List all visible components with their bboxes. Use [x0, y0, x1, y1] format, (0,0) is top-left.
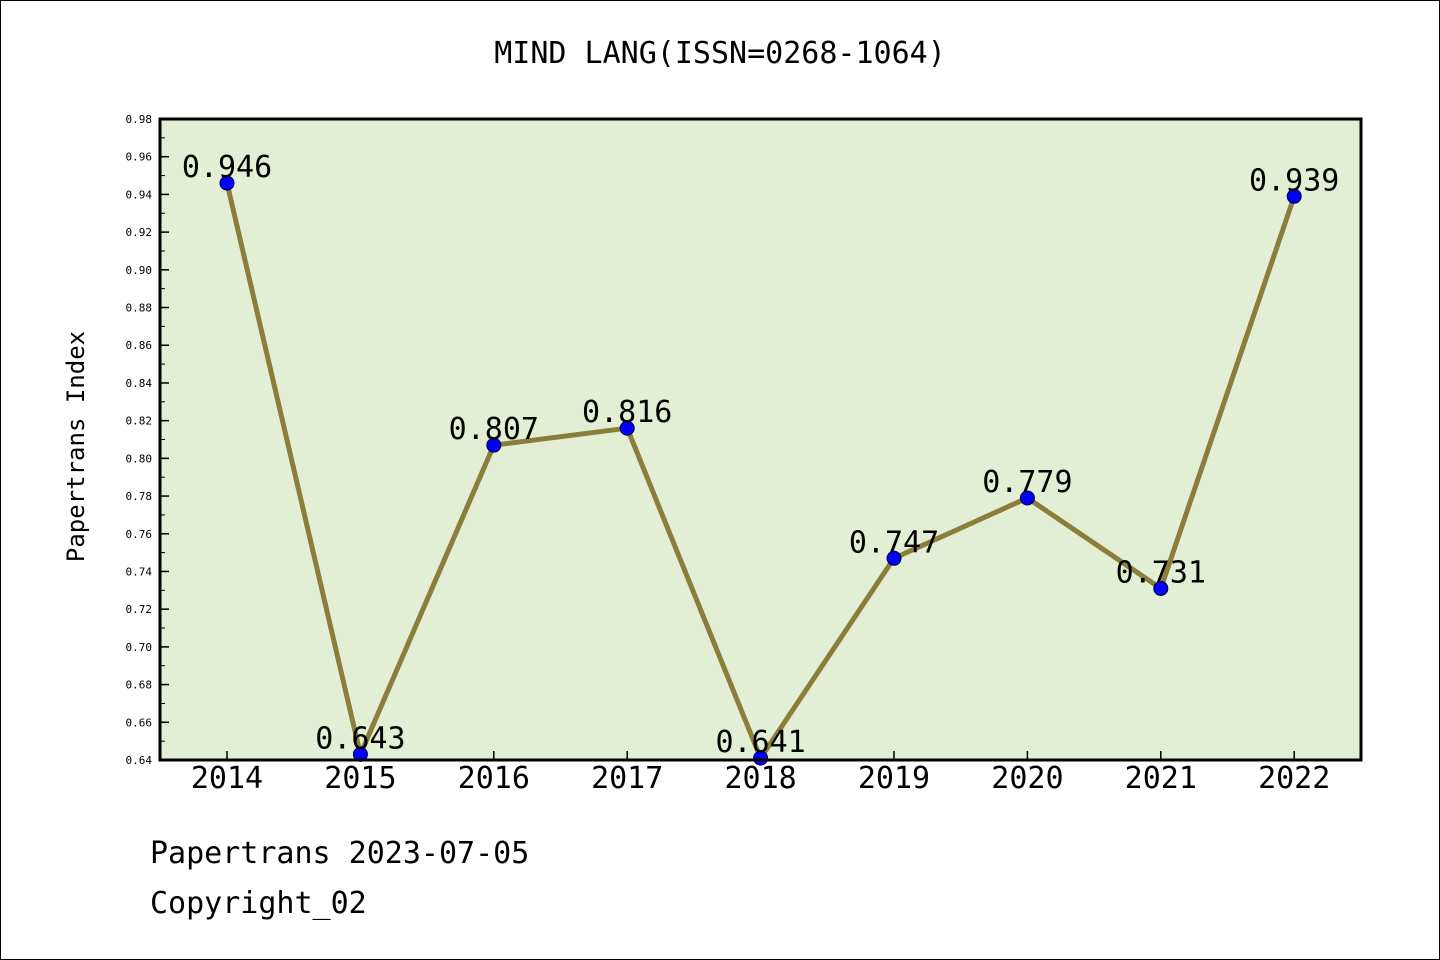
series-line-segment	[491, 425, 630, 448]
y-tick-label: 0.94	[126, 188, 153, 201]
data-label: 0.939	[1249, 163, 1339, 198]
series-line-segment	[758, 555, 897, 761]
y-tick-label: 0.80	[126, 452, 153, 465]
data-label: 0.641	[715, 725, 805, 760]
footer-date: Papertrans 2023-07-05	[150, 836, 530, 871]
data-label: 0.643	[315, 721, 405, 756]
y-tick-label: 0.82	[126, 415, 153, 428]
data-point	[1019, 490, 1035, 506]
y-tick-label: 0.68	[126, 679, 153, 692]
x-tick-label: 2021	[1125, 761, 1197, 796]
x-tick-label: 2022	[1258, 761, 1330, 796]
y-tick-label: 0.72	[126, 603, 153, 616]
y-tick-label: 0.84	[126, 377, 153, 390]
y-tick-label: 0.88	[126, 302, 153, 315]
x-tick-label: 2020	[991, 761, 1063, 796]
series-line-segment	[624, 425, 764, 761]
series-line-segment	[1024, 495, 1164, 591]
y-tick-label: 0.74	[126, 565, 153, 578]
data-label: 0.946	[182, 150, 272, 185]
plot-background	[160, 119, 1361, 760]
series-line-segment	[357, 442, 497, 757]
x-tick-label: 2018	[724, 761, 796, 796]
y-tick-label: 0.92	[126, 226, 153, 239]
data-point	[886, 550, 902, 566]
data-label: 0.731	[1116, 555, 1206, 590]
y-tick-label: 0.64	[126, 754, 153, 767]
data-label: 0.779	[982, 465, 1072, 500]
data-point	[619, 420, 635, 436]
y-tick-label: 0.98	[126, 113, 153, 126]
series-line-segment	[224, 180, 363, 757]
x-tick-label: 2017	[591, 761, 663, 796]
data-point	[1286, 188, 1302, 204]
y-tick-label: 0.78	[126, 490, 153, 503]
data-point	[486, 437, 502, 453]
y-tick-label: 0.86	[126, 339, 153, 352]
y-tick-label: 0.90	[126, 264, 153, 277]
series-line-segment	[891, 495, 1030, 561]
data-label: 0.807	[449, 412, 539, 447]
data-point	[219, 175, 235, 191]
x-tick-label: 2019	[858, 761, 930, 796]
y-tick-label: 0.96	[126, 151, 153, 164]
chart-title: MIND LANG(ISSN=0268-1064)	[494, 36, 946, 71]
series-line-segment	[1158, 193, 1297, 591]
y-tick-label: 0.66	[126, 716, 153, 729]
data-point	[1153, 580, 1169, 596]
plot-frame	[158, 117, 1363, 762]
footer-copyright: Copyright_02	[150, 886, 367, 921]
data-label: 0.816	[582, 395, 672, 430]
x-tick-label: 2016	[458, 761, 530, 796]
y-tick-label: 0.70	[126, 641, 153, 654]
y-axis-label: Papertrans Index	[62, 331, 90, 562]
y-tick-label: 0.76	[126, 528, 153, 541]
x-tick-label: 2015	[324, 761, 396, 796]
data-label: 0.747	[849, 525, 939, 560]
x-tick-label: 2014	[191, 761, 263, 796]
data-point	[753, 750, 769, 766]
